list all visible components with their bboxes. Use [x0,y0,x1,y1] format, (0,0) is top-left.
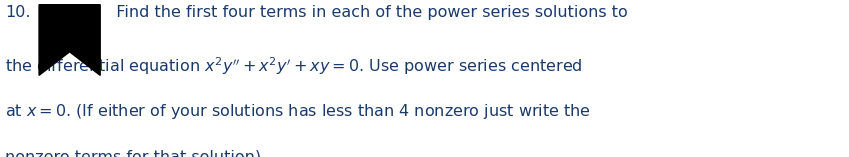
Text: nonzero terms for that solution)  .: nonzero terms for that solution) . [5,149,277,157]
Text: Find the first four terms in each of the power series solutions to: Find the first four terms in each of the… [106,5,628,20]
Text: at $x = 0$. (If either of your solutions has less than 4 nonzero just write the: at $x = 0$. (If either of your solutions… [5,102,591,121]
Polygon shape [39,5,100,75]
Text: the differential equation $x^2y'' + x^2y' + xy = 0$. Use power series centered: the differential equation $x^2y'' + x^2y… [5,55,582,77]
Text: 10.: 10. [5,5,31,20]
